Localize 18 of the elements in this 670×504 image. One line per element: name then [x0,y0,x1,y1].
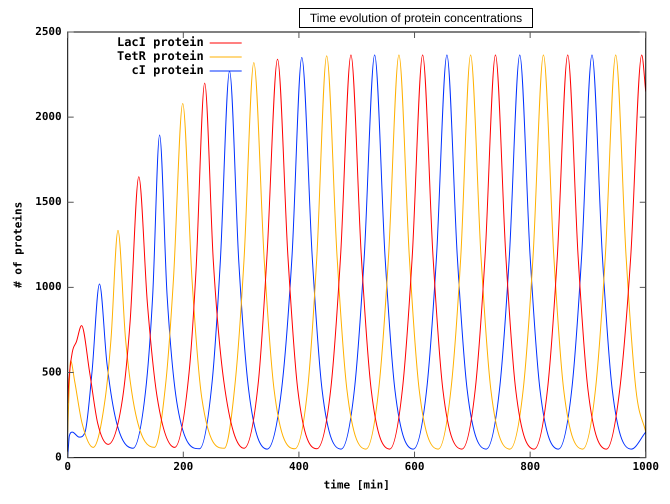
y-tick-label: 2500 [35,24,62,38]
x-tick-label: 800 [520,460,540,474]
chart-title: Time evolution of protein concentrations [298,8,534,28]
y-tick-label: 500 [42,365,62,378]
x-tick-label: 200 [173,460,194,474]
y-tick-label: 1500 [35,195,62,208]
legend-label: TetR protein [116,49,204,64]
y-axis-title: # of proteins [11,202,24,288]
legend-label: cI protein [131,63,204,78]
x-tick-label: 1000 [632,460,660,474]
x-axis-title: time [min] [324,478,390,492]
legend-label: LacI protein [116,35,204,50]
x-tick-label: 400 [288,460,309,474]
y-tick-label: 0 [55,450,62,464]
x-tick-label: 600 [404,460,424,474]
x-tick-label: 0 [64,460,72,474]
y-tick-label: 1000 [35,280,62,294]
y-tick-label: 2000 [35,110,62,123]
